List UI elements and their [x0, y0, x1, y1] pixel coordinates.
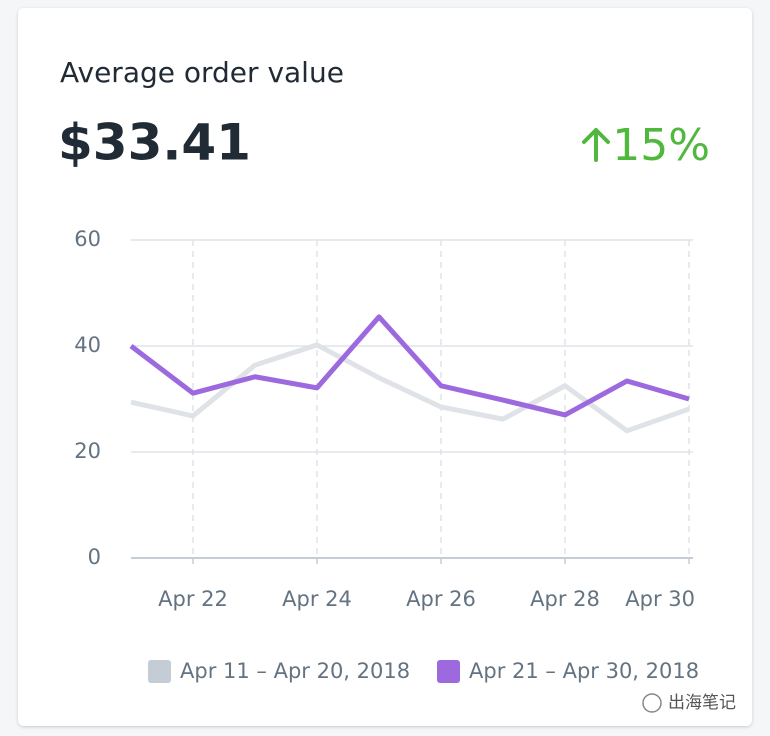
y-tick-label: 20 — [74, 439, 101, 463]
x-tick-label: Apr 28 — [530, 587, 600, 611]
y-tick-label: 40 — [74, 333, 101, 357]
y-tick-label: 0 — [88, 545, 101, 569]
change-indicator: 15% — [582, 120, 710, 171]
x-tick-label: Apr 22 — [158, 587, 228, 611]
arrow-icon — [582, 128, 610, 162]
legend-swatch — [148, 660, 171, 683]
legend-label: Apr 11 – Apr 20, 2018 — [180, 659, 410, 683]
watermark: 出海笔记 — [642, 693, 736, 713]
headline-value: $33.41 — [58, 114, 251, 172]
watermark-text: 出海笔记 — [668, 693, 736, 713]
x-tick-label: Apr 26 — [406, 587, 476, 611]
legend-label: Apr 21 – Apr 30, 2018 — [469, 659, 699, 683]
y-tick-label: 60 — [74, 227, 101, 251]
chart-title: Average order value — [60, 56, 344, 89]
watermark-icon — [642, 693, 662, 713]
x-tick-label: Apr 24 — [282, 587, 352, 611]
series-line — [129, 314, 690, 418]
legend-swatch — [437, 660, 460, 683]
series-line — [130, 342, 690, 434]
card — [18, 8, 752, 726]
change-value: 15% — [612, 120, 710, 171]
x-tick-label: Apr 30 — [625, 587, 695, 611]
